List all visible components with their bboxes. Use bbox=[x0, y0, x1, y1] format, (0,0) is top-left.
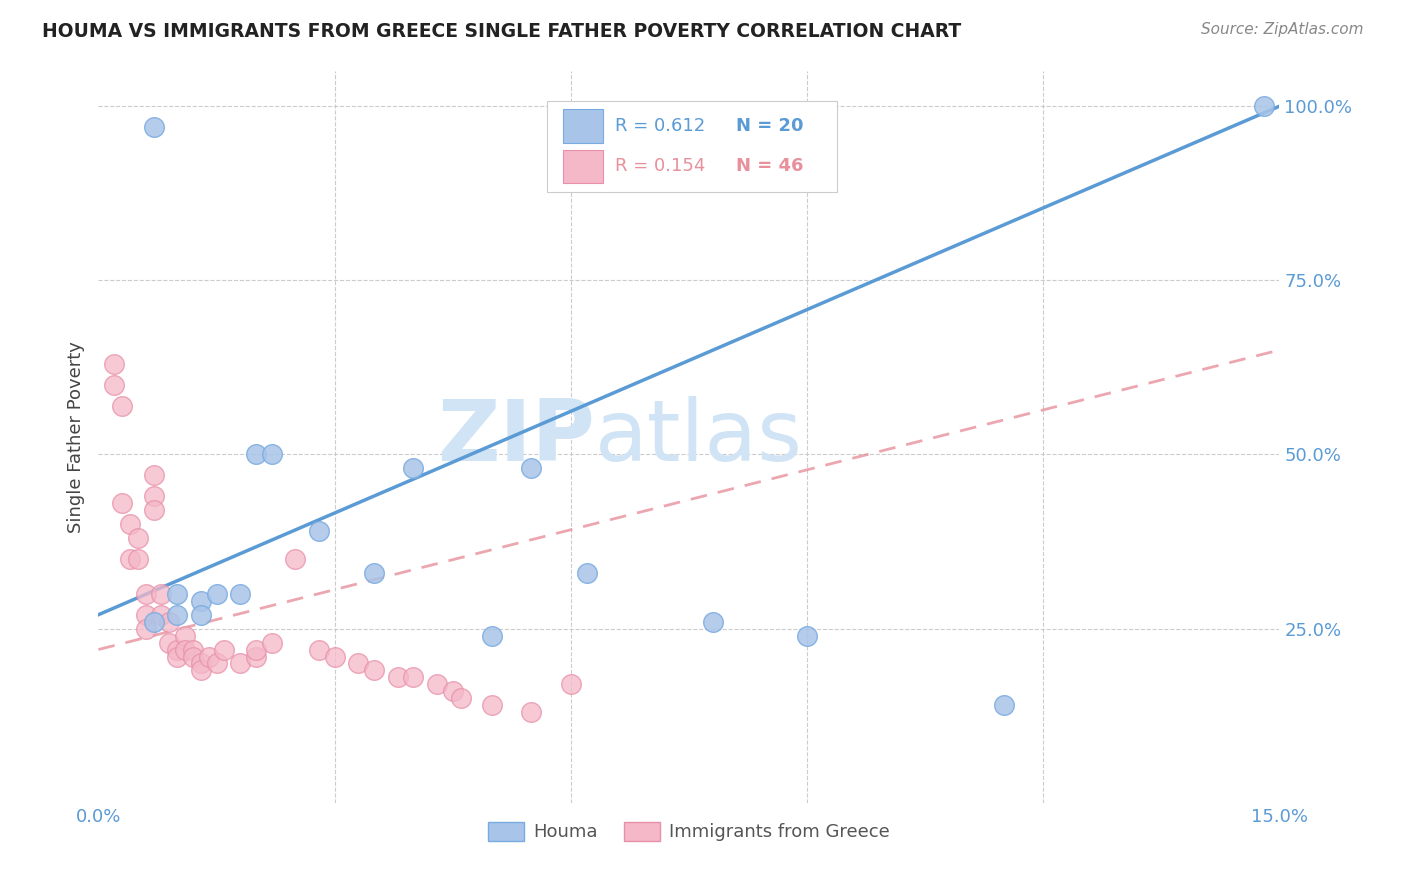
Point bbox=[323, 649, 346, 664]
Point bbox=[166, 607, 188, 622]
Point bbox=[387, 670, 409, 684]
Point bbox=[229, 587, 252, 601]
Point bbox=[142, 503, 165, 517]
Point bbox=[142, 120, 165, 134]
Point bbox=[190, 657, 212, 671]
Point bbox=[450, 691, 472, 706]
Text: HOUMA VS IMMIGRANTS FROM GREECE SINGLE FATHER POVERTY CORRELATION CHART: HOUMA VS IMMIGRANTS FROM GREECE SINGLE F… bbox=[42, 22, 962, 41]
Point bbox=[363, 664, 385, 678]
Point bbox=[166, 587, 188, 601]
FancyBboxPatch shape bbox=[547, 101, 837, 192]
Point bbox=[308, 642, 330, 657]
Point bbox=[103, 377, 125, 392]
Point bbox=[190, 664, 212, 678]
Point bbox=[111, 496, 134, 510]
Point bbox=[190, 594, 212, 608]
Point bbox=[1253, 99, 1275, 113]
Point bbox=[150, 607, 173, 622]
Text: atlas: atlas bbox=[595, 395, 803, 479]
Point bbox=[142, 615, 165, 629]
Point bbox=[174, 629, 197, 643]
Point bbox=[205, 587, 228, 601]
Point bbox=[166, 642, 188, 657]
Point bbox=[481, 629, 503, 643]
Point bbox=[347, 657, 370, 671]
Text: Source: ZipAtlas.com: Source: ZipAtlas.com bbox=[1201, 22, 1364, 37]
Point bbox=[402, 461, 425, 475]
Point bbox=[560, 677, 582, 691]
Point bbox=[174, 642, 197, 657]
Point bbox=[426, 677, 449, 691]
FancyBboxPatch shape bbox=[562, 150, 603, 183]
Point bbox=[103, 357, 125, 371]
Point bbox=[229, 657, 252, 671]
Point bbox=[127, 552, 149, 566]
Legend: Houma, Immigrants from Greece: Houma, Immigrants from Greece bbox=[481, 814, 897, 848]
Point bbox=[520, 705, 543, 719]
Point bbox=[127, 531, 149, 545]
Point bbox=[363, 566, 385, 580]
Point bbox=[111, 399, 134, 413]
Point bbox=[481, 698, 503, 713]
Point bbox=[190, 607, 212, 622]
Text: ZIP: ZIP bbox=[437, 395, 595, 479]
Point bbox=[135, 607, 157, 622]
Point bbox=[245, 649, 267, 664]
FancyBboxPatch shape bbox=[562, 110, 603, 143]
Point bbox=[197, 649, 219, 664]
Point bbox=[181, 642, 204, 657]
Point bbox=[166, 649, 188, 664]
Point bbox=[118, 552, 141, 566]
Point bbox=[150, 587, 173, 601]
Point bbox=[308, 524, 330, 538]
Point bbox=[402, 670, 425, 684]
Point bbox=[157, 635, 180, 649]
Text: R = 0.612: R = 0.612 bbox=[614, 117, 704, 136]
Y-axis label: Single Father Poverty: Single Father Poverty bbox=[66, 341, 84, 533]
Point bbox=[796, 629, 818, 643]
Point bbox=[260, 448, 283, 462]
Point bbox=[993, 698, 1015, 713]
Point bbox=[260, 635, 283, 649]
Point bbox=[135, 587, 157, 601]
Text: N = 46: N = 46 bbox=[737, 158, 804, 176]
Point bbox=[142, 489, 165, 503]
Point bbox=[142, 468, 165, 483]
Point bbox=[702, 615, 724, 629]
Point bbox=[245, 642, 267, 657]
Point bbox=[441, 684, 464, 698]
Point bbox=[284, 552, 307, 566]
Point bbox=[118, 517, 141, 532]
Text: R = 0.154: R = 0.154 bbox=[614, 158, 704, 176]
Text: N = 20: N = 20 bbox=[737, 117, 804, 136]
Point bbox=[205, 657, 228, 671]
Point bbox=[214, 642, 236, 657]
Point bbox=[157, 615, 180, 629]
Point bbox=[245, 448, 267, 462]
Point bbox=[520, 461, 543, 475]
Point bbox=[575, 566, 598, 580]
Point bbox=[135, 622, 157, 636]
Point bbox=[181, 649, 204, 664]
